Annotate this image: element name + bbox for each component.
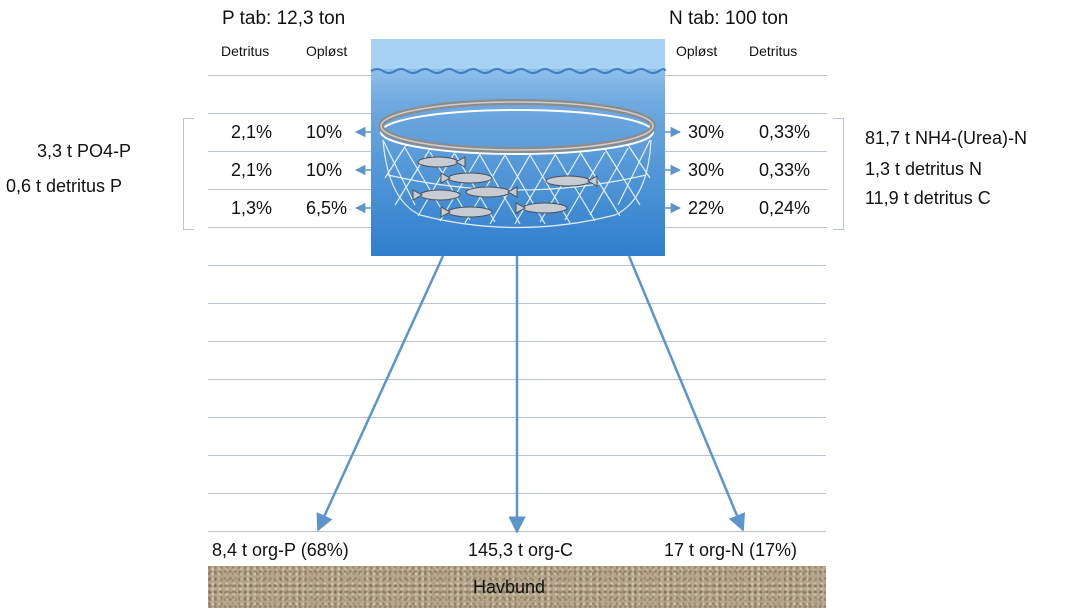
left-row-2-oploest: 10% [306,160,343,180]
grid-line [665,151,827,152]
grid-line [665,189,827,190]
grid-line [665,113,827,114]
org-c-label: 145,3 t org-C [468,540,574,560]
grid-line [208,113,371,114]
left-column-oploest: Opløst [306,43,348,59]
sediment-arrow-n [627,255,746,532]
net-pen-icon [378,99,656,229]
left-summary-po4: 3,3 t PO4-P [37,141,132,161]
right-row-1-oploest: 30% [688,122,725,142]
right-summary-detritus-n: 1,3 t detritus N [865,159,983,179]
grid-line [208,75,371,76]
right-summary-detritus-c: 11,9 t detritus C [865,188,991,208]
right-column-oploest: Opløst [676,43,718,59]
grid-line [208,189,371,190]
grid-line [665,75,827,76]
left-brace [183,118,194,230]
right-row-3-detritus: 0,24% [759,198,811,218]
org-n-label: 17 t org-N (17%) [664,540,798,560]
p-loss-header: P tab: 12,3 ton [222,8,346,29]
sediment-arrow-p [316,255,445,532]
right-column-detritus: Detritus [749,43,798,59]
right-row-3-oploest: 22% [688,198,725,218]
seabed-label: Havbund [473,577,546,597]
right-summary-nh4: 81,7 t NH4-(Urea)-N [865,128,1028,148]
left-row-2-detritus: 2,1% [231,160,273,180]
n-loss-header: N tab: 100 ton [669,8,789,29]
grid-line [665,227,827,228]
left-row-3-oploest: 6,5% [306,198,348,218]
fish-icon [412,156,598,218]
right-row-2-detritus: 0,33% [759,160,811,180]
left-row-3-detritus: 1,3% [231,198,273,218]
left-summary-detritus-p: 0,6 t detritus P [6,176,123,196]
water-surface [370,68,666,74]
grid-line [208,151,371,152]
right-row-2-oploest: 30% [688,160,725,180]
left-column-detritus: Detritus [221,43,270,59]
left-row-1-detritus: 2,1% [231,122,273,142]
org-p-label: 8,4 t org-P (68%) [212,540,349,560]
right-row-1-detritus: 0,33% [759,122,811,142]
seabed [208,566,826,608]
right-brace [833,118,844,230]
grid-line [208,227,371,228]
left-row-1-oploest: 10% [306,122,343,142]
